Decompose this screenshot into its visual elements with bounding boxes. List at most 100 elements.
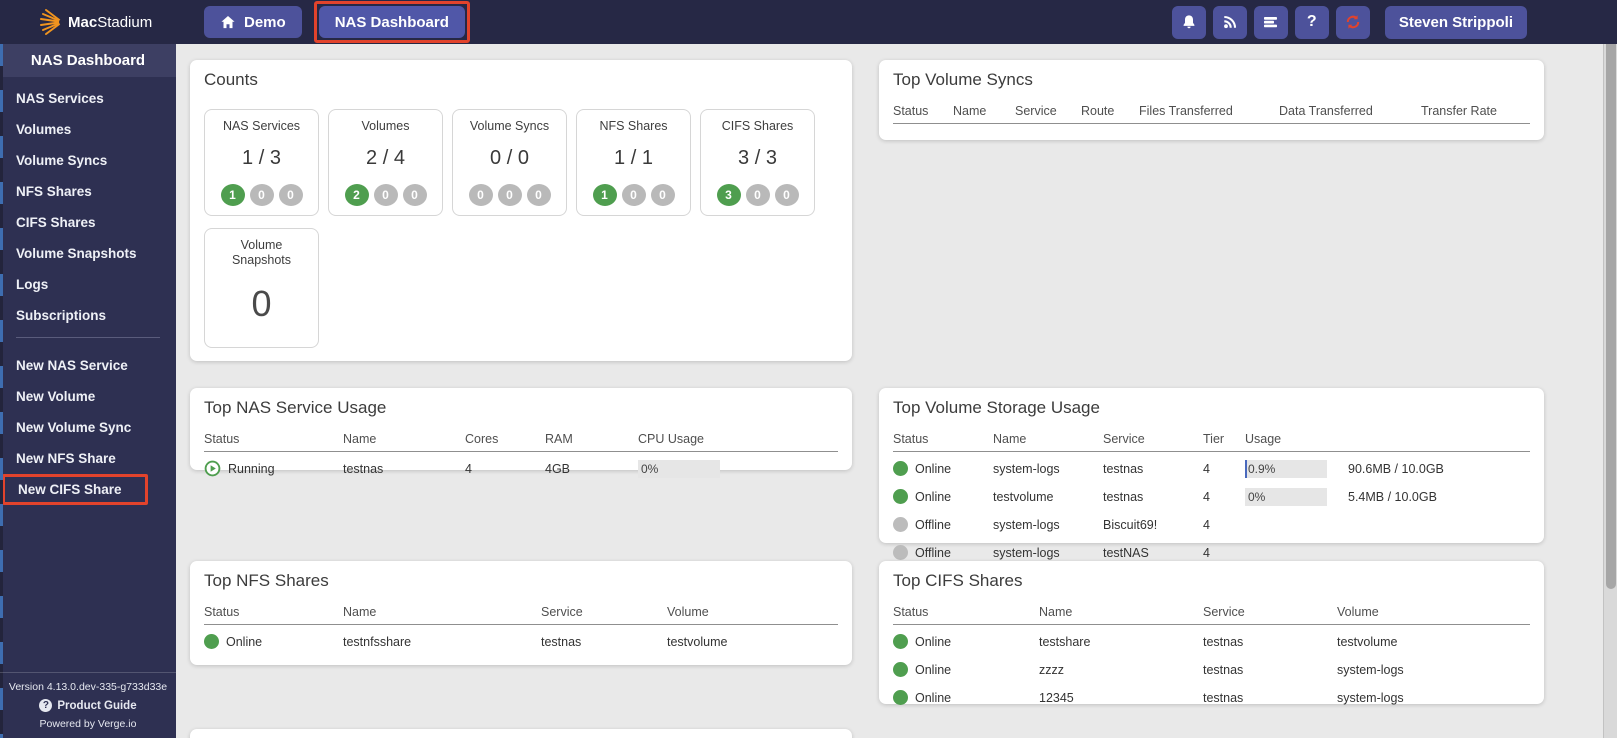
sidebar-action[interactable]: New NAS Service <box>16 358 128 373</box>
table-cell: 12345 <box>1039 690 1074 705</box>
top-nfs-shares-title: Top NFS Shares <box>204 571 329 590</box>
sidebar-item[interactable]: CIFS Shares <box>16 215 96 230</box>
column-header[interactable]: Tier <box>1203 432 1225 446</box>
nfs-shares-table: Status Name Service Volume Online testnfsshar… <box>204 605 838 653</box>
column-header[interactable]: RAM <box>545 432 573 446</box>
top-volume-storage-usage-title: Top Volume Storage Usage <box>893 398 1100 417</box>
column-header[interactable]: Name <box>953 104 987 118</box>
status-badge: 1 <box>592 183 617 206</box>
refresh-button[interactable] <box>1335 5 1370 39</box>
table-cell: testnas <box>343 461 384 476</box>
table-cell: testvolume <box>667 634 728 649</box>
volume-snapshots-card[interactable]: Volume Snapshots 0 <box>204 227 319 348</box>
table-cell: 4GB <box>545 461 571 476</box>
table-cell: system-logs <box>1337 690 1404 705</box>
table-row[interactable]: Online zzzz testnas system-logs <box>893 658 1530 681</box>
status-badge: 0 <box>497 183 522 206</box>
sidebar-action[interactable]: New Volume Sync <box>16 420 132 435</box>
table-cell: system-logs <box>993 461 1060 476</box>
table-cell: Online <box>893 489 993 504</box>
column-header[interactable]: Transfer Rate <box>1421 104 1497 118</box>
top-volume-syncs-title: Top Volume Syncs <box>893 70 1033 89</box>
column-header[interactable]: Usage <box>1245 432 1282 446</box>
sidebar-scroll-strip[interactable] <box>0 44 3 738</box>
column-header[interactable]: Status <box>893 432 929 446</box>
column-header[interactable]: Name <box>343 605 377 619</box>
sidebar-item[interactable]: Volumes <box>16 122 72 137</box>
table-row[interactable]: Offline system-logs testNAS 4 <box>893 541 1530 564</box>
page-scrollbar[interactable] <box>1603 0 1617 738</box>
column-header[interactable]: Status <box>204 432 240 446</box>
column-header[interactable]: Name <box>1039 605 1073 619</box>
usage-detail: 5.4MB / 10.0GB <box>1348 489 1437 504</box>
table-header-row: Status Name Service Volume <box>893 605 1530 625</box>
usage-bar: 0% <box>1245 487 1327 506</box>
table-cell: Offline <box>893 517 993 532</box>
macstadium-logo[interactable]: MacStadium <box>40 5 170 39</box>
table-row[interactable]: Running testnas 4 4GB 0% <box>204 457 838 480</box>
status-badge: 0 <box>745 183 770 206</box>
count-card-value: 1 / 1 <box>614 146 653 169</box>
sidebar-item[interactable]: Volume Snapshots <box>16 246 137 261</box>
table-row[interactable]: Online system-logs testnas 4 0.9% 90.6MB / 10… <box>893 457 1530 480</box>
status-badge: 0 <box>278 183 303 206</box>
column-header[interactable]: Service <box>1015 104 1057 118</box>
column-header[interactable]: Name <box>993 432 1027 446</box>
top-nfs-shares-panel: Top NFS Shares Status Name Service Volume On… <box>190 561 852 665</box>
column-header[interactable]: Data Transferred <box>1279 104 1373 118</box>
column-header[interactable]: Status <box>893 104 929 118</box>
column-header[interactable]: CPU Usage <box>638 432 704 446</box>
table-row[interactable]: Online testvolume testnas 4 0% 5.4MB / 10.0GB <box>893 485 1530 508</box>
help-button[interactable]: ? <box>1294 5 1329 39</box>
sidebar-action[interactable]: New NFS Share <box>16 451 116 466</box>
table-cell: zzzz <box>1039 662 1064 677</box>
table-cell: 0.9% 90.6MB / 10.0GB <box>1245 459 1530 478</box>
sidebar-item[interactable]: Logs <box>16 277 49 292</box>
column-header[interactable]: Service <box>1103 432 1145 446</box>
table-cell: 4 <box>1203 489 1210 504</box>
status-label: Online <box>915 662 952 677</box>
table-row[interactable]: Offline system-logs Biscuit69! 4 <box>893 513 1530 536</box>
table-row[interactable]: Online 12345 testnas system-logs <box>893 686 1530 709</box>
table-header-row: Status Name Service Route Files Transferred D… <box>893 104 1530 124</box>
column-header[interactable]: Volume <box>1337 605 1379 619</box>
product-guide-label: Product Guide <box>57 699 137 712</box>
product-guide-link[interactable]: ? Product Guide <box>0 699 176 712</box>
column-header[interactable]: Name <box>343 432 377 446</box>
status-badge: 0 <box>526 183 551 206</box>
status-label: Offline <box>915 545 951 560</box>
column-header[interactable]: Service <box>1203 605 1245 619</box>
user-menu-button[interactable]: Steven Strippoli <box>1384 5 1527 39</box>
notifications-button[interactable] <box>1171 5 1206 39</box>
tab-nas-dashboard[interactable]: NAS Dashboard <box>318 6 465 38</box>
sidebar-item[interactable]: NFS Shares <box>16 184 92 199</box>
sidebar-item[interactable]: Subscriptions <box>16 308 107 323</box>
sidebar-item[interactable]: Volume Syncs <box>16 153 108 168</box>
help-icon: ? <box>1306 13 1317 30</box>
play-icon <box>204 460 221 477</box>
sidebar-item[interactable]: NAS Services <box>16 91 104 106</box>
column-header[interactable]: Status <box>893 605 929 619</box>
table-row[interactable]: Online testshare testnas testvolume <box>893 630 1530 653</box>
scrollbar-thumb[interactable] <box>1606 4 1616 589</box>
sidebar-action[interactable]: New Volume <box>16 389 96 404</box>
tab-demo[interactable]: Demo <box>204 6 302 38</box>
column-header[interactable]: Files Transferred <box>1139 104 1233 118</box>
sidebar-action[interactable]: New CIFS Share <box>2 474 148 505</box>
column-header[interactable]: Status <box>204 605 240 619</box>
table-cell: system-logs <box>993 517 1060 532</box>
column-header[interactable]: Service <box>541 605 583 619</box>
usage-bar-label: 0.9% <box>1248 461 1276 476</box>
feed-button[interactable] <box>1212 5 1247 39</box>
column-header[interactable]: Volume <box>667 605 709 619</box>
column-header[interactable]: Route <box>1081 104 1115 118</box>
column-header[interactable]: Cores <box>465 432 499 446</box>
system-log-button[interactable] <box>1253 5 1288 39</box>
table-row[interactable]: Online testnfsshare testnas testvolume <box>204 630 838 653</box>
